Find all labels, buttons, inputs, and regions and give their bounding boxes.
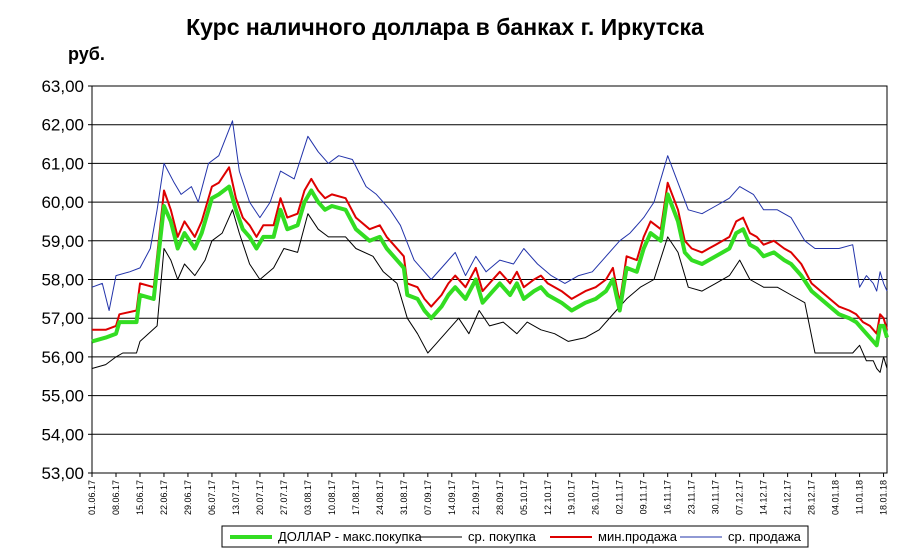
chart-title: Курс наличного доллара в банках г. Иркут… [186, 14, 704, 40]
x-tick-label: 16.11.17 [663, 480, 673, 514]
x-tick-label: 10.08.17 [327, 480, 337, 515]
y-tick-label: 60,00 [41, 193, 84, 212]
y-axis: 53,00 54,00 55,00 56,00 57,00 58,00 59,00 60,00… [41, 77, 92, 483]
x-tick-label: 06.07.17 [207, 480, 217, 515]
x-tick-label: 28.09.17 [495, 480, 505, 515]
x-tick-label: 22.06.17 [159, 480, 169, 515]
series-line [91, 120, 888, 311]
x-tick-label: 29.06.17 [183, 480, 193, 515]
legend-entry-label: ср. продажа [728, 529, 802, 544]
y-tick-label: 59,00 [41, 232, 84, 251]
series-line [92, 166, 888, 335]
x-tick-label: 17.08.17 [351, 480, 361, 515]
y-tick-label: 63,00 [41, 77, 84, 96]
x-tick-label: 31.08.17 [399, 480, 409, 515]
y-tick-label: 56,00 [41, 348, 84, 367]
series-lines [91, 120, 889, 373]
x-tick-label: 11.01.18 [855, 480, 865, 514]
legend-entry-label: ср. покупка [468, 529, 537, 544]
x-tick-label: 03.08.17 [303, 480, 313, 515]
x-tick-label: 15.06.17 [135, 480, 145, 515]
x-tick-label: 21.09.17 [471, 480, 481, 515]
series-line [91, 184, 889, 348]
x-tick-label: 26.10.17 [591, 480, 601, 515]
x-tick-label: 20.07.17 [255, 480, 265, 515]
x-tick-label: 18.01.18 [879, 480, 889, 515]
x-tick-label: 27.07.17 [279, 480, 289, 515]
x-tick-label: 09.11.17 [639, 480, 649, 514]
x-tick-label: 24.08.17 [375, 480, 385, 515]
x-tick-label: 28.12.17 [807, 480, 817, 515]
x-tick-label: 19.10.17 [567, 480, 577, 515]
x-tick-label: 05.10.17 [519, 480, 529, 515]
x-tick-label: 04.01.18 [831, 480, 841, 515]
legend-box [221, 525, 809, 548]
y-tick-label: 62,00 [41, 116, 84, 135]
y-tick-label: 58,00 [41, 271, 84, 290]
x-tick-label: 21.12.17 [783, 480, 793, 515]
legend-entry-label: мин.продажа [598, 529, 678, 544]
x-tick-label: 12.10.17 [543, 480, 553, 515]
x-tick-label: 01.06.17 [87, 480, 97, 515]
gridlines [92, 124, 887, 435]
x-tick-label: 02.11.17 [615, 480, 625, 514]
y-tick-label: 54,00 [41, 425, 84, 444]
legend-entry-label: ДОЛЛАР - макс.покупка [278, 529, 422, 544]
y-tick-label: 53,00 [41, 464, 84, 483]
y-tick-label: 61,00 [41, 154, 84, 173]
x-tick-label: 14.09.17 [447, 480, 457, 515]
legend: ДОЛЛАР - макс.покупка ср. покупка мин.прод… [221, 525, 809, 548]
y-tick-label: 57,00 [41, 309, 84, 328]
x-tick-label: 30.11.17 [711, 480, 721, 514]
series-line [91, 209, 888, 373]
x-tick-label: 23.11.17 [687, 480, 697, 514]
x-tick-label: 14.12.17 [759, 480, 769, 515]
x-tick-label: 13.07.17 [231, 480, 241, 515]
y-axis-unit-label: руб. [68, 44, 105, 64]
x-tick-label: 07.12.17 [735, 480, 745, 515]
x-tick-label: 07.09.17 [423, 480, 433, 515]
y-tick-label: 55,00 [41, 387, 84, 406]
x-tick-label: 08.06.17 [111, 480, 121, 515]
x-axis: 01.06.17 08.06.17 15.06.17 22.06.17 29.06.17… [87, 473, 889, 515]
